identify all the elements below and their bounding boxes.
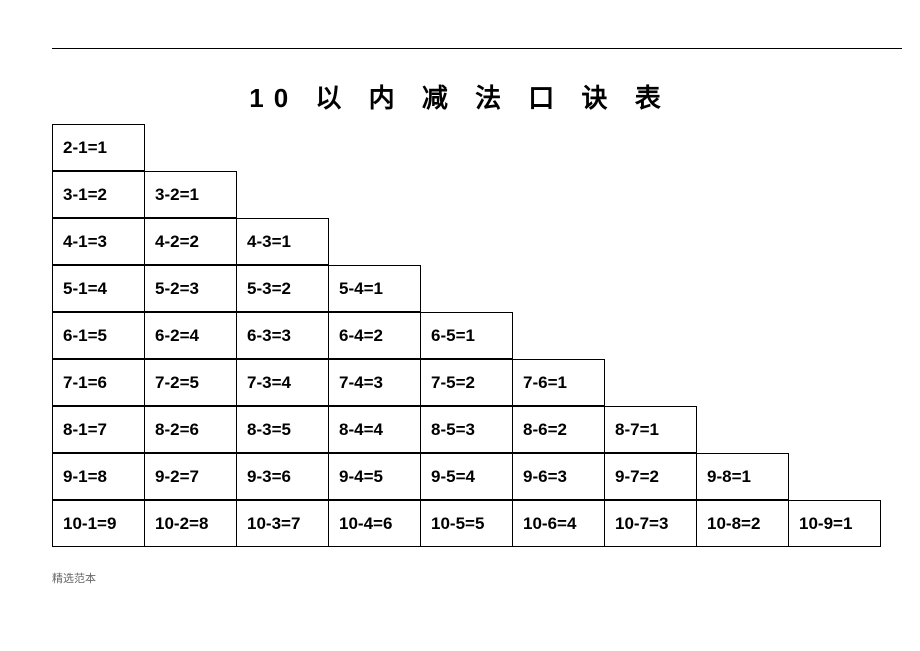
table-cell: 6-3=3 (236, 312, 329, 359)
table-cell: 7-4=3 (328, 359, 421, 406)
table-cell: 10-3=7 (236, 500, 329, 547)
table-row: 9-1=8 9-2=7 9-3=6 9-4=5 9-5=4 9-6=3 9-7=… (52, 453, 880, 500)
table-cell: 10-6=4 (512, 500, 605, 547)
subtraction-table: 2-1=1 3-1=2 3-2=1 4-1=3 4-2=2 4-3=1 5-1=… (52, 124, 880, 547)
table-cell: 8-7=1 (604, 406, 697, 453)
table-cell: 5-3=2 (236, 265, 329, 312)
table-cell: 10-8=2 (696, 500, 789, 547)
table-row: 6-1=5 6-2=4 6-3=3 6-4=2 6-5=1 (52, 312, 880, 359)
table-cell: 10-7=3 (604, 500, 697, 547)
table-cell: 9-6=3 (512, 453, 605, 500)
table-cell: 7-2=5 (144, 359, 237, 406)
table-cell: 10-4=6 (328, 500, 421, 547)
table-cell: 5-1=4 (52, 265, 145, 312)
page-title: 10 以 内 减 法 口 诀 表 (0, 78, 920, 115)
table-cell: 5-4=1 (328, 265, 421, 312)
table-cell: 9-7=2 (604, 453, 697, 500)
table-cell: 7-3=4 (236, 359, 329, 406)
table-row: 5-1=4 5-2=3 5-3=2 5-4=1 (52, 265, 880, 312)
footer-note: 精选范本 (52, 570, 96, 586)
table-cell: 9-8=1 (696, 453, 789, 500)
table-row: 8-1=7 8-2=6 8-3=5 8-4=4 8-5=3 8-6=2 8-7=… (52, 406, 880, 453)
table-cell: 10-2=8 (144, 500, 237, 547)
table-cell: 9-3=6 (236, 453, 329, 500)
table-cell: 7-1=6 (52, 359, 145, 406)
table-cell: 7-5=2 (420, 359, 513, 406)
table-cell: 8-5=3 (420, 406, 513, 453)
table-cell: 4-1=3 (52, 218, 145, 265)
top-rule (52, 48, 902, 49)
table-cell: 2-1=1 (52, 124, 145, 171)
table-cell: 7-6=1 (512, 359, 605, 406)
table-row: 3-1=2 3-2=1 (52, 171, 880, 218)
table-cell: 8-3=5 (236, 406, 329, 453)
table-cell: 5-2=3 (144, 265, 237, 312)
table-cell: 4-2=2 (144, 218, 237, 265)
table-cell: 6-5=1 (420, 312, 513, 359)
table-cell: 4-3=1 (236, 218, 329, 265)
table-cell: 10-9=1 (788, 500, 881, 547)
table-cell: 10-5=5 (420, 500, 513, 547)
table-cell: 3-2=1 (144, 171, 237, 218)
table-cell: 8-2=6 (144, 406, 237, 453)
table-cell: 6-2=4 (144, 312, 237, 359)
table-cell: 9-5=4 (420, 453, 513, 500)
table-row: 4-1=3 4-2=2 4-3=1 (52, 218, 880, 265)
table-cell: 6-1=5 (52, 312, 145, 359)
table-cell: 9-1=8 (52, 453, 145, 500)
table-cell: 3-1=2 (52, 171, 145, 218)
table-cell: 8-1=7 (52, 406, 145, 453)
table-cell: 8-4=4 (328, 406, 421, 453)
table-cell: 9-2=7 (144, 453, 237, 500)
table-row: 2-1=1 (52, 124, 880, 171)
table-cell: 8-6=2 (512, 406, 605, 453)
table-row: 7-1=6 7-2=5 7-3=4 7-4=3 7-5=2 7-6=1 (52, 359, 880, 406)
table-row: 10-1=9 10-2=8 10-3=7 10-4=6 10-5=5 10-6=… (52, 500, 880, 547)
table-cell: 6-4=2 (328, 312, 421, 359)
table-cell: 10-1=9 (52, 500, 145, 547)
table-cell: 9-4=5 (328, 453, 421, 500)
